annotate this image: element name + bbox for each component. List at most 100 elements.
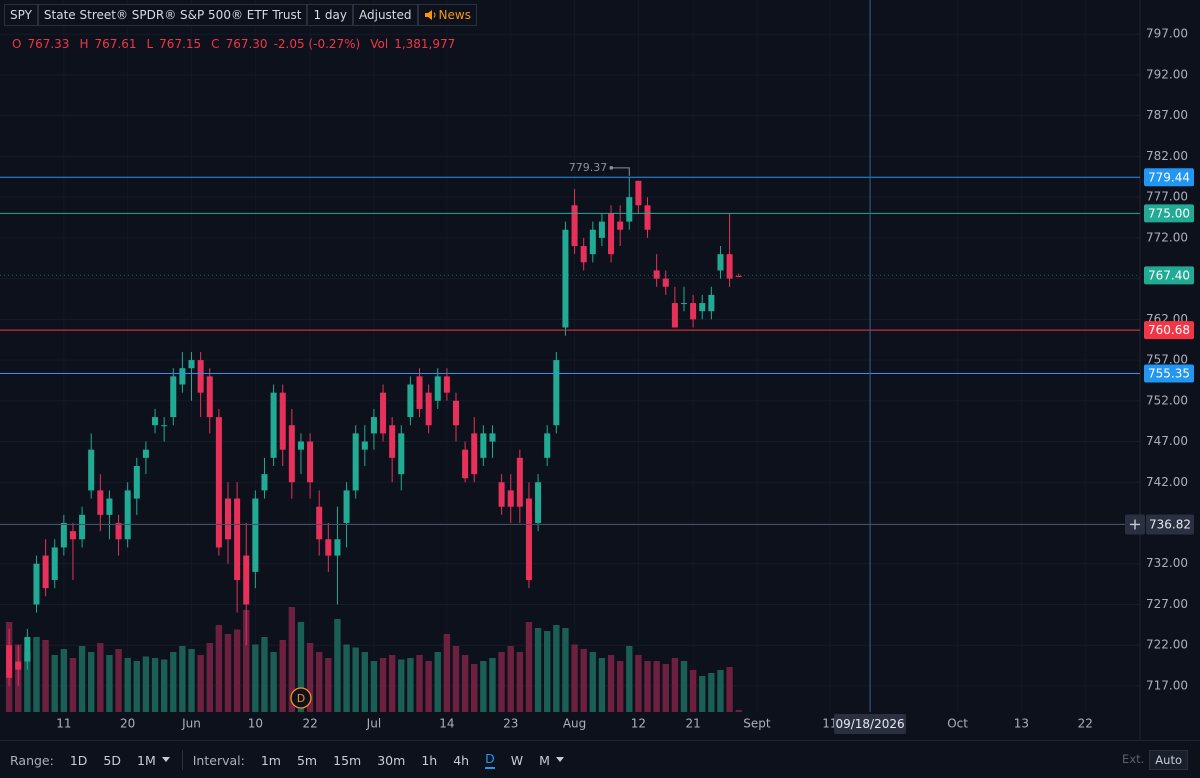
volume-bar (42, 640, 49, 712)
event-label: D (297, 692, 305, 705)
volume-bar (717, 670, 724, 712)
candle-body (343, 490, 350, 524)
volume-bar (170, 652, 177, 712)
candle-body (88, 449, 95, 491)
volume-bar (133, 661, 140, 712)
volume-bar (252, 644, 259, 712)
volume-bar (361, 652, 368, 712)
interval-button[interactable]: 30m (377, 752, 406, 768)
interval-label: Interval: (192, 752, 245, 768)
toolbar: Range: 1D 5D 1M Interval: 1m 5m 15m 30m 1h 4h D W M Ex… (0, 740, 1200, 778)
volume-bar (88, 652, 95, 712)
interval-button[interactable]: D (485, 751, 495, 769)
candle-body (206, 376, 213, 418)
volume-bar (33, 637, 40, 712)
interval-button[interactable]: 5m (296, 752, 318, 768)
ohlc-value: 767.15 (159, 37, 202, 51)
y-tick-label: 742.00 (1146, 475, 1188, 489)
crosshair-price: 736.82 (1149, 517, 1191, 531)
x-tick-label: 22 (302, 717, 317, 731)
y-tick-label: 777.00 (1146, 190, 1188, 204)
volume-bar (544, 631, 551, 712)
interval-button[interactable]: M (539, 752, 550, 768)
ohlc-key: H (79, 37, 89, 51)
candle-body (370, 417, 377, 434)
interval-button[interactable]: 4h (453, 752, 470, 768)
volume-bar (626, 646, 633, 712)
candle-body (471, 433, 478, 475)
volume-bar (297, 622, 305, 712)
interval-button[interactable]: 15m (333, 752, 362, 768)
level-label: 760.68 (1148, 323, 1190, 337)
volume-bar (224, 634, 232, 712)
candle-body (325, 539, 332, 556)
level-label: 779.44 (1148, 170, 1190, 184)
volume-bar (498, 652, 505, 712)
volume-bar (243, 610, 250, 712)
volume-bar (279, 640, 286, 712)
auto-button[interactable]: Auto (1149, 750, 1188, 770)
candle-body (443, 376, 450, 393)
range-button[interactable]: 5D (103, 752, 121, 768)
volume-bar (69, 658, 77, 712)
candle-body (407, 384, 414, 418)
candle-body (717, 254, 724, 271)
volume-key: Vol (370, 37, 389, 51)
volume-bar (188, 649, 195, 712)
x-tick-label: 10 (248, 717, 263, 731)
candle-body (462, 449, 469, 479)
volume-bar (151, 658, 159, 712)
x-tick-label: Oct (947, 717, 968, 731)
volume-bar (306, 643, 314, 712)
candle-body (24, 637, 31, 662)
x-tick-label: 22 (1078, 717, 1093, 731)
adjusted[interactable]: Adjusted (353, 4, 418, 26)
high-marker-line (611, 167, 630, 176)
volume-bar (106, 655, 113, 712)
high-marker-label: 779.37 (569, 161, 608, 174)
x-tick-label: 20 (120, 717, 135, 731)
volume-bar (534, 628, 542, 712)
volume-bar (507, 646, 514, 712)
volume-bar (78, 646, 86, 712)
interval-button[interactable]: W (510, 752, 524, 768)
y-tick-label: 717.00 (1146, 678, 1188, 692)
volume-bar (461, 655, 469, 712)
x-tick-label: 21 (685, 717, 700, 731)
volume-bar (434, 652, 441, 712)
range-button[interactable]: 1D (69, 752, 88, 768)
header: SPY State Street® SPDR® S&P 500® ETF Tru… (4, 4, 477, 26)
interval[interactable]: 1 day (307, 4, 353, 26)
volume-bar (316, 652, 323, 712)
dropdown-caret (555, 757, 564, 762)
volume-bar (407, 658, 414, 712)
symbol[interactable]: SPY (4, 4, 38, 26)
candle-body (69, 531, 76, 540)
candle-body (170, 376, 177, 418)
candle-body (708, 294, 715, 312)
candle-body (635, 180, 642, 206)
candle-body (6, 645, 13, 678)
candle-body (516, 457, 523, 507)
range-button[interactable]: 1M (137, 752, 156, 768)
candle-body (571, 205, 578, 247)
event-marker (290, 687, 312, 709)
volume-bar (644, 661, 651, 712)
interval-button[interactable]: 1m (260, 752, 281, 768)
volume-bar (60, 649, 68, 712)
ext-button[interactable]: Ext. (1122, 752, 1145, 766)
candle-body (179, 368, 186, 385)
news[interactable]: News (417, 4, 477, 26)
interval-button[interactable]: 1h (421, 752, 438, 768)
candle-body (662, 278, 669, 287)
volume-bar (699, 676, 706, 712)
add-alert-icon (1130, 519, 1140, 530)
candle-body (644, 205, 651, 230)
candle-body (525, 498, 532, 581)
x-tick-label: 11 (56, 717, 71, 731)
y-tick-label: 782.00 (1146, 149, 1188, 163)
candle-body (334, 539, 341, 556)
y-tick-label: 757.00 (1146, 353, 1188, 367)
candle-body (535, 482, 542, 524)
level-box (1144, 168, 1194, 187)
